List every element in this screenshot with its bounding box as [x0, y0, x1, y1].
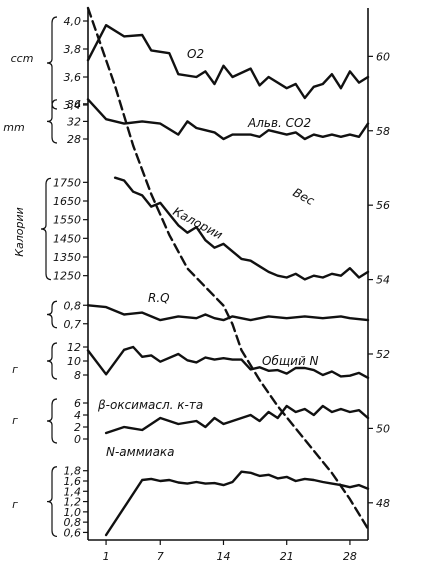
- left-tick-label: 32: [67, 115, 81, 128]
- left-tick-label: 1450: [53, 232, 81, 245]
- series-name-label: N-аммиака: [106, 445, 175, 459]
- series-labels: O2 Альв. CO2 Калории R.Q Общий N β-оксимасл. …: [97, 47, 319, 459]
- right-tick-label: 52: [376, 348, 390, 361]
- left-tick-label: 4,0: [64, 15, 82, 28]
- left-tick-label: 1650: [53, 195, 81, 208]
- panel-brace: [46, 16, 58, 110]
- series-line: [104, 470, 370, 537]
- left-tick-label: 1350: [53, 251, 81, 264]
- series-line: [86, 345, 370, 379]
- series-name-label: Общий N: [262, 354, 319, 368]
- series-line: [86, 24, 370, 100]
- left-tick-label: 2: [74, 421, 81, 434]
- weight-series-label: Вес: [291, 185, 318, 208]
- panel-unit-label: Калории: [13, 207, 26, 257]
- series-line: [104, 404, 370, 435]
- left-tick-label: 8: [74, 369, 81, 382]
- x-tick-label: 21: [280, 550, 294, 563]
- panel-brace: [40, 177, 52, 281]
- series-name-label: Калории: [171, 204, 226, 242]
- panel-brace: [46, 342, 58, 380]
- panel-unit-label: г: [12, 414, 18, 427]
- left-tick-label: 10: [67, 355, 81, 368]
- left-tick-label: 36: [67, 98, 81, 111]
- panel-unit-label: г: [12, 498, 18, 511]
- panel-unit-label: mm: [3, 121, 24, 134]
- panel-brace: [46, 300, 58, 329]
- series-name-label: R.Q: [148, 291, 170, 305]
- panel-brace: [46, 466, 58, 538]
- left-tick-label: 4: [74, 409, 81, 422]
- right-tick-label: 60: [376, 50, 390, 63]
- left-tick-label: 3,4: [64, 99, 82, 112]
- panel-brace: [46, 398, 58, 444]
- right-tick-label: 50: [376, 422, 390, 435]
- x-tick-label: 28: [343, 550, 357, 563]
- right-tick-label: 58: [376, 125, 390, 138]
- right-tick-label: 54: [376, 274, 390, 287]
- series-name-label: O2: [187, 47, 204, 61]
- left-tick-label: 0,8: [64, 299, 82, 312]
- x-tick-label: 7: [157, 550, 164, 563]
- series-name-label: β-оксимасл. к-та: [97, 398, 203, 412]
- left-tick-label: 3,8: [64, 43, 82, 56]
- left-tick-label: 0,8: [64, 516, 82, 529]
- chart-axes: [83, 8, 373, 545]
- left-tick-label: 1750: [53, 176, 81, 189]
- left-tick-label: 1,8: [64, 465, 82, 478]
- tick-labels: 1 7 14 21 28485052545658604,03,83,63,4ccm363…: [3, 15, 390, 563]
- series-name-label: Альв. CO2: [247, 116, 311, 130]
- panel-braces: [40, 16, 58, 538]
- left-tick-label: 12: [67, 341, 81, 354]
- panel-brace: [46, 99, 58, 144]
- left-tick-label: 1,4: [64, 485, 82, 498]
- panel-unit-label: ccm: [11, 52, 34, 65]
- x-tick-label: 1: [103, 550, 110, 563]
- left-tick-label: 1550: [53, 214, 81, 227]
- right-tick-label: 56: [376, 199, 390, 212]
- series-lines: [86, 6, 370, 537]
- left-tick-label: 28: [67, 133, 81, 146]
- left-tick-label: 0,7: [64, 318, 82, 331]
- left-tick-label: 1,2: [64, 496, 82, 509]
- left-tick-label: 0: [74, 433, 81, 446]
- left-tick-label: 0,6: [64, 526, 82, 539]
- right-tick-label: 48: [376, 497, 390, 510]
- series-line: [113, 176, 370, 281]
- left-tick-label: 1,0: [64, 506, 82, 519]
- left-tick-label: 1,6: [64, 475, 82, 488]
- panel-unit-label: г: [12, 363, 18, 376]
- left-tick-label: 3,6: [64, 71, 82, 84]
- x-tick-label: 14: [216, 550, 230, 563]
- left-tick-label: 6: [74, 397, 81, 410]
- left-tick-label: 1250: [53, 270, 81, 283]
